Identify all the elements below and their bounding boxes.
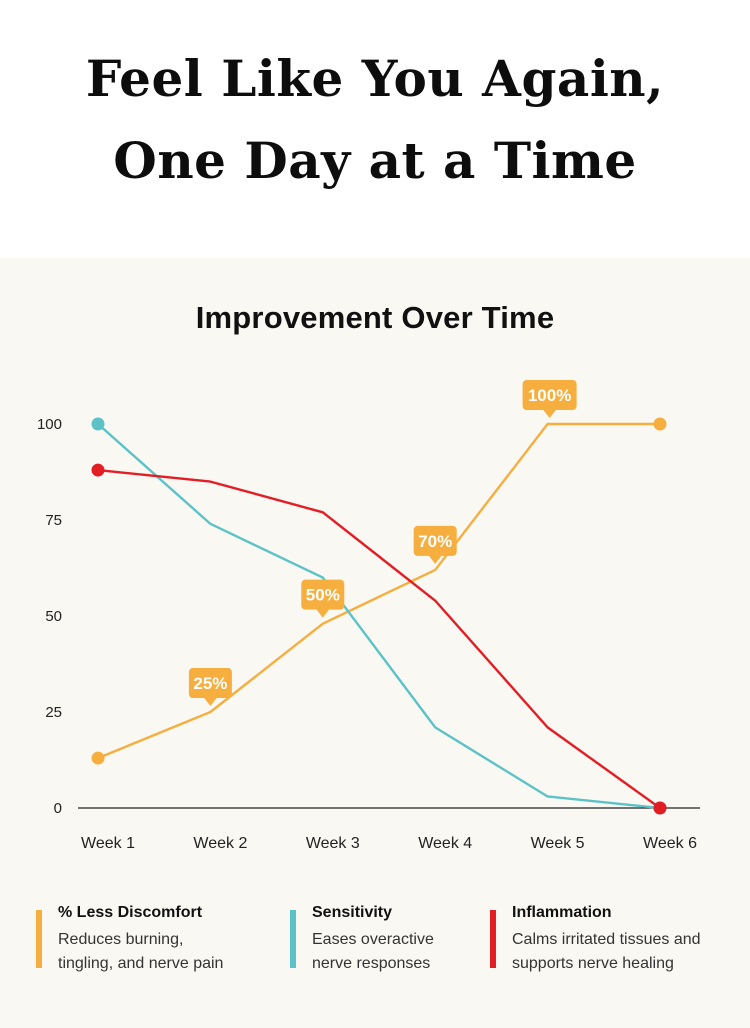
legend-desc-sensitivity: Eases overactive nerve responses — [312, 931, 434, 972]
callout-box — [522, 380, 577, 410]
callout-label: 25% — [193, 674, 227, 693]
legend-title-sensitivity: Sensitivity — [312, 904, 393, 921]
y-tick-label: 50 — [45, 608, 62, 625]
callout-box — [413, 525, 457, 556]
callout-pointer — [203, 697, 218, 706]
headline: Feel Like You Again, One Day at a Time — [0, 38, 750, 202]
y-tick-label: 0 — [54, 800, 62, 817]
callout-pointer — [315, 608, 330, 618]
legend-title-discomfort: % Less Discomfort — [58, 904, 203, 921]
legend-title-inflammation: Inflammation — [512, 904, 612, 921]
headline-line-2: One Day at a Time — [113, 131, 637, 190]
y-tick-label: 75 — [45, 512, 62, 529]
legend-item-inflammation: Inflammation Calms irritated tissues and… — [490, 900, 701, 980]
data-point — [91, 751, 105, 765]
callout-label: 50% — [306, 586, 340, 605]
y-tick-label: 25 — [45, 704, 62, 721]
x-tick-label: Week 3 — [306, 835, 360, 852]
callout-label: 70% — [418, 532, 452, 551]
callout-pointer — [428, 554, 443, 564]
legend-swatch-inflammation — [490, 910, 496, 968]
data-point — [653, 417, 667, 431]
series-line — [97, 468, 661, 809]
x-tick-label: Week 5 — [531, 835, 585, 852]
callout-box — [188, 668, 232, 698]
legend-item-sensitivity: Sensitivity Eases overactive nerve respo… — [290, 900, 434, 980]
headline-line-1: Feel Like You Again, — [85, 49, 665, 108]
x-tick-label: Week 2 — [193, 835, 247, 852]
legend-item-discomfort: % Less Discomfort Reduces burning, tingl… — [36, 900, 223, 980]
y-tick-label: 100 — [37, 416, 62, 433]
callout-box — [301, 579, 345, 610]
legend-desc-discomfort: Reduces burning, tingling, and nerve pai… — [58, 931, 224, 972]
chart-title: Improvement Over Time — [195, 300, 555, 335]
series-line — [97, 422, 660, 760]
callout-label: 100% — [528, 386, 571, 405]
series-line — [97, 423, 661, 810]
data-point — [91, 463, 105, 477]
legend-swatch-discomfort — [36, 910, 42, 968]
data-point — [91, 417, 105, 431]
legend-desc-inflammation: Calms irritated tissues and supports ner… — [512, 931, 701, 972]
legend-swatch-sensitivity — [290, 910, 296, 968]
x-tick-label: Week 1 — [81, 835, 135, 852]
data-point — [653, 801, 667, 815]
x-tick-label: Week 4 — [418, 835, 472, 852]
chart-panel — [0, 258, 750, 1028]
x-tick-label: Week 6 — [643, 835, 697, 852]
callout-pointer — [542, 409, 557, 418]
